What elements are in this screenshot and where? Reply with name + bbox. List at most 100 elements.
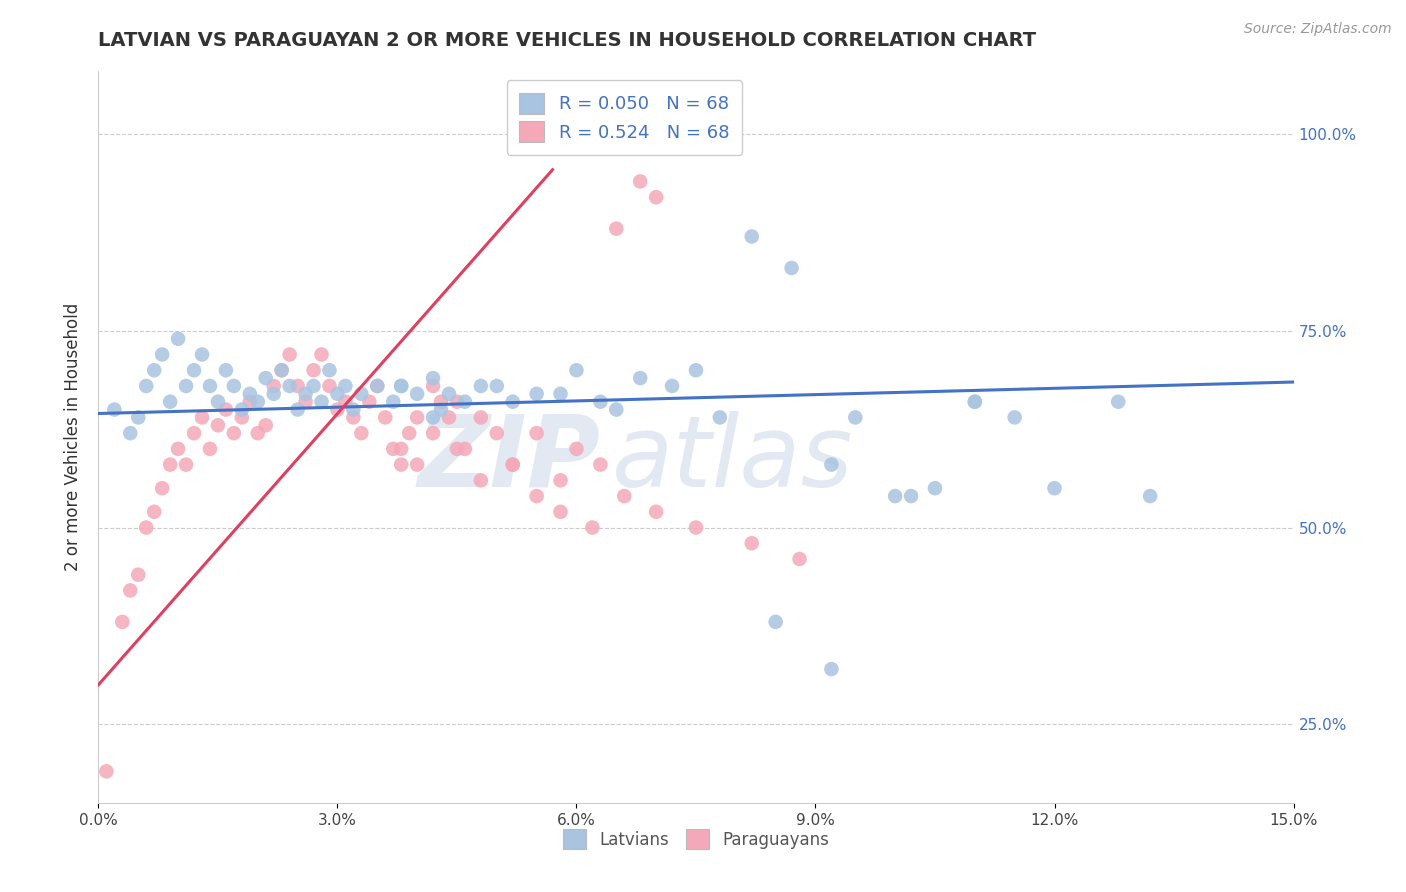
Point	[422, 410, 444, 425]
Point	[389, 458, 412, 472]
Point	[150, 481, 173, 495]
Point	[437, 387, 460, 401]
Point	[430, 394, 453, 409]
Point	[422, 426, 444, 441]
Point	[454, 394, 477, 409]
Point	[581, 520, 603, 534]
Point	[430, 402, 453, 417]
Point	[565, 442, 588, 456]
Point	[589, 458, 612, 472]
Point	[963, 394, 986, 409]
Point	[318, 363, 340, 377]
Point	[382, 394, 405, 409]
Legend: Latvians, Paraguayans: Latvians, Paraguayans	[551, 818, 841, 860]
Point	[198, 442, 221, 456]
Point	[422, 379, 444, 393]
Point	[222, 426, 245, 441]
Point	[231, 410, 253, 425]
Point	[96, 764, 118, 779]
Point	[159, 458, 181, 472]
Point	[103, 402, 125, 417]
Point	[326, 387, 349, 401]
Text: atlas: atlas	[613, 410, 853, 508]
Point	[446, 442, 468, 456]
Point	[389, 442, 412, 456]
Point	[270, 363, 292, 377]
Point	[311, 394, 333, 409]
Point	[454, 442, 477, 456]
Point	[780, 260, 803, 275]
Point	[278, 379, 301, 393]
Point	[143, 363, 166, 377]
Point	[231, 402, 253, 417]
Point	[1043, 481, 1066, 495]
Point	[685, 363, 707, 377]
Point	[422, 371, 444, 385]
Point	[820, 458, 842, 472]
Point	[254, 371, 277, 385]
Point	[502, 394, 524, 409]
Point	[326, 402, 349, 417]
Point	[502, 458, 524, 472]
Point	[239, 394, 262, 409]
Point	[350, 426, 373, 441]
Point	[302, 379, 325, 393]
Point	[398, 426, 420, 441]
Point	[191, 410, 214, 425]
Y-axis label: 2 or more Vehicles in Household: 2 or more Vehicles in Household	[65, 303, 83, 571]
Point	[685, 520, 707, 534]
Point	[382, 442, 405, 456]
Point	[924, 481, 946, 495]
Point	[127, 410, 149, 425]
Point	[294, 387, 316, 401]
Point	[884, 489, 907, 503]
Point	[287, 379, 309, 393]
Point	[120, 583, 142, 598]
Point	[366, 379, 388, 393]
Point	[278, 347, 301, 361]
Point	[645, 505, 668, 519]
Point	[485, 426, 508, 441]
Point	[239, 387, 262, 401]
Point	[789, 552, 811, 566]
Point	[127, 567, 149, 582]
Point	[1107, 394, 1129, 409]
Point	[446, 394, 468, 409]
Point	[335, 379, 357, 393]
Point	[167, 442, 190, 456]
Point	[111, 615, 134, 629]
Point	[120, 426, 142, 441]
Point	[143, 505, 166, 519]
Point	[437, 410, 460, 425]
Point	[526, 489, 548, 503]
Point	[335, 394, 357, 409]
Point	[550, 505, 572, 519]
Point	[222, 379, 245, 393]
Point	[406, 387, 429, 401]
Point	[183, 426, 205, 441]
Point	[406, 458, 429, 472]
Point	[263, 379, 285, 393]
Point	[709, 410, 731, 425]
Point	[485, 379, 508, 393]
Point	[183, 363, 205, 377]
Point	[366, 379, 388, 393]
Point	[613, 489, 636, 503]
Point	[135, 520, 157, 534]
Point	[526, 426, 548, 441]
Point	[470, 379, 492, 393]
Point	[246, 394, 269, 409]
Point	[470, 473, 492, 487]
Point	[605, 402, 627, 417]
Point	[374, 410, 396, 425]
Text: ZIP: ZIP	[418, 410, 600, 508]
Point	[628, 174, 651, 188]
Point	[311, 347, 333, 361]
Point	[963, 394, 986, 409]
Point	[215, 363, 238, 377]
Point	[359, 394, 381, 409]
Point	[167, 332, 190, 346]
Point	[207, 418, 229, 433]
Point	[246, 426, 269, 441]
Point	[589, 394, 612, 409]
